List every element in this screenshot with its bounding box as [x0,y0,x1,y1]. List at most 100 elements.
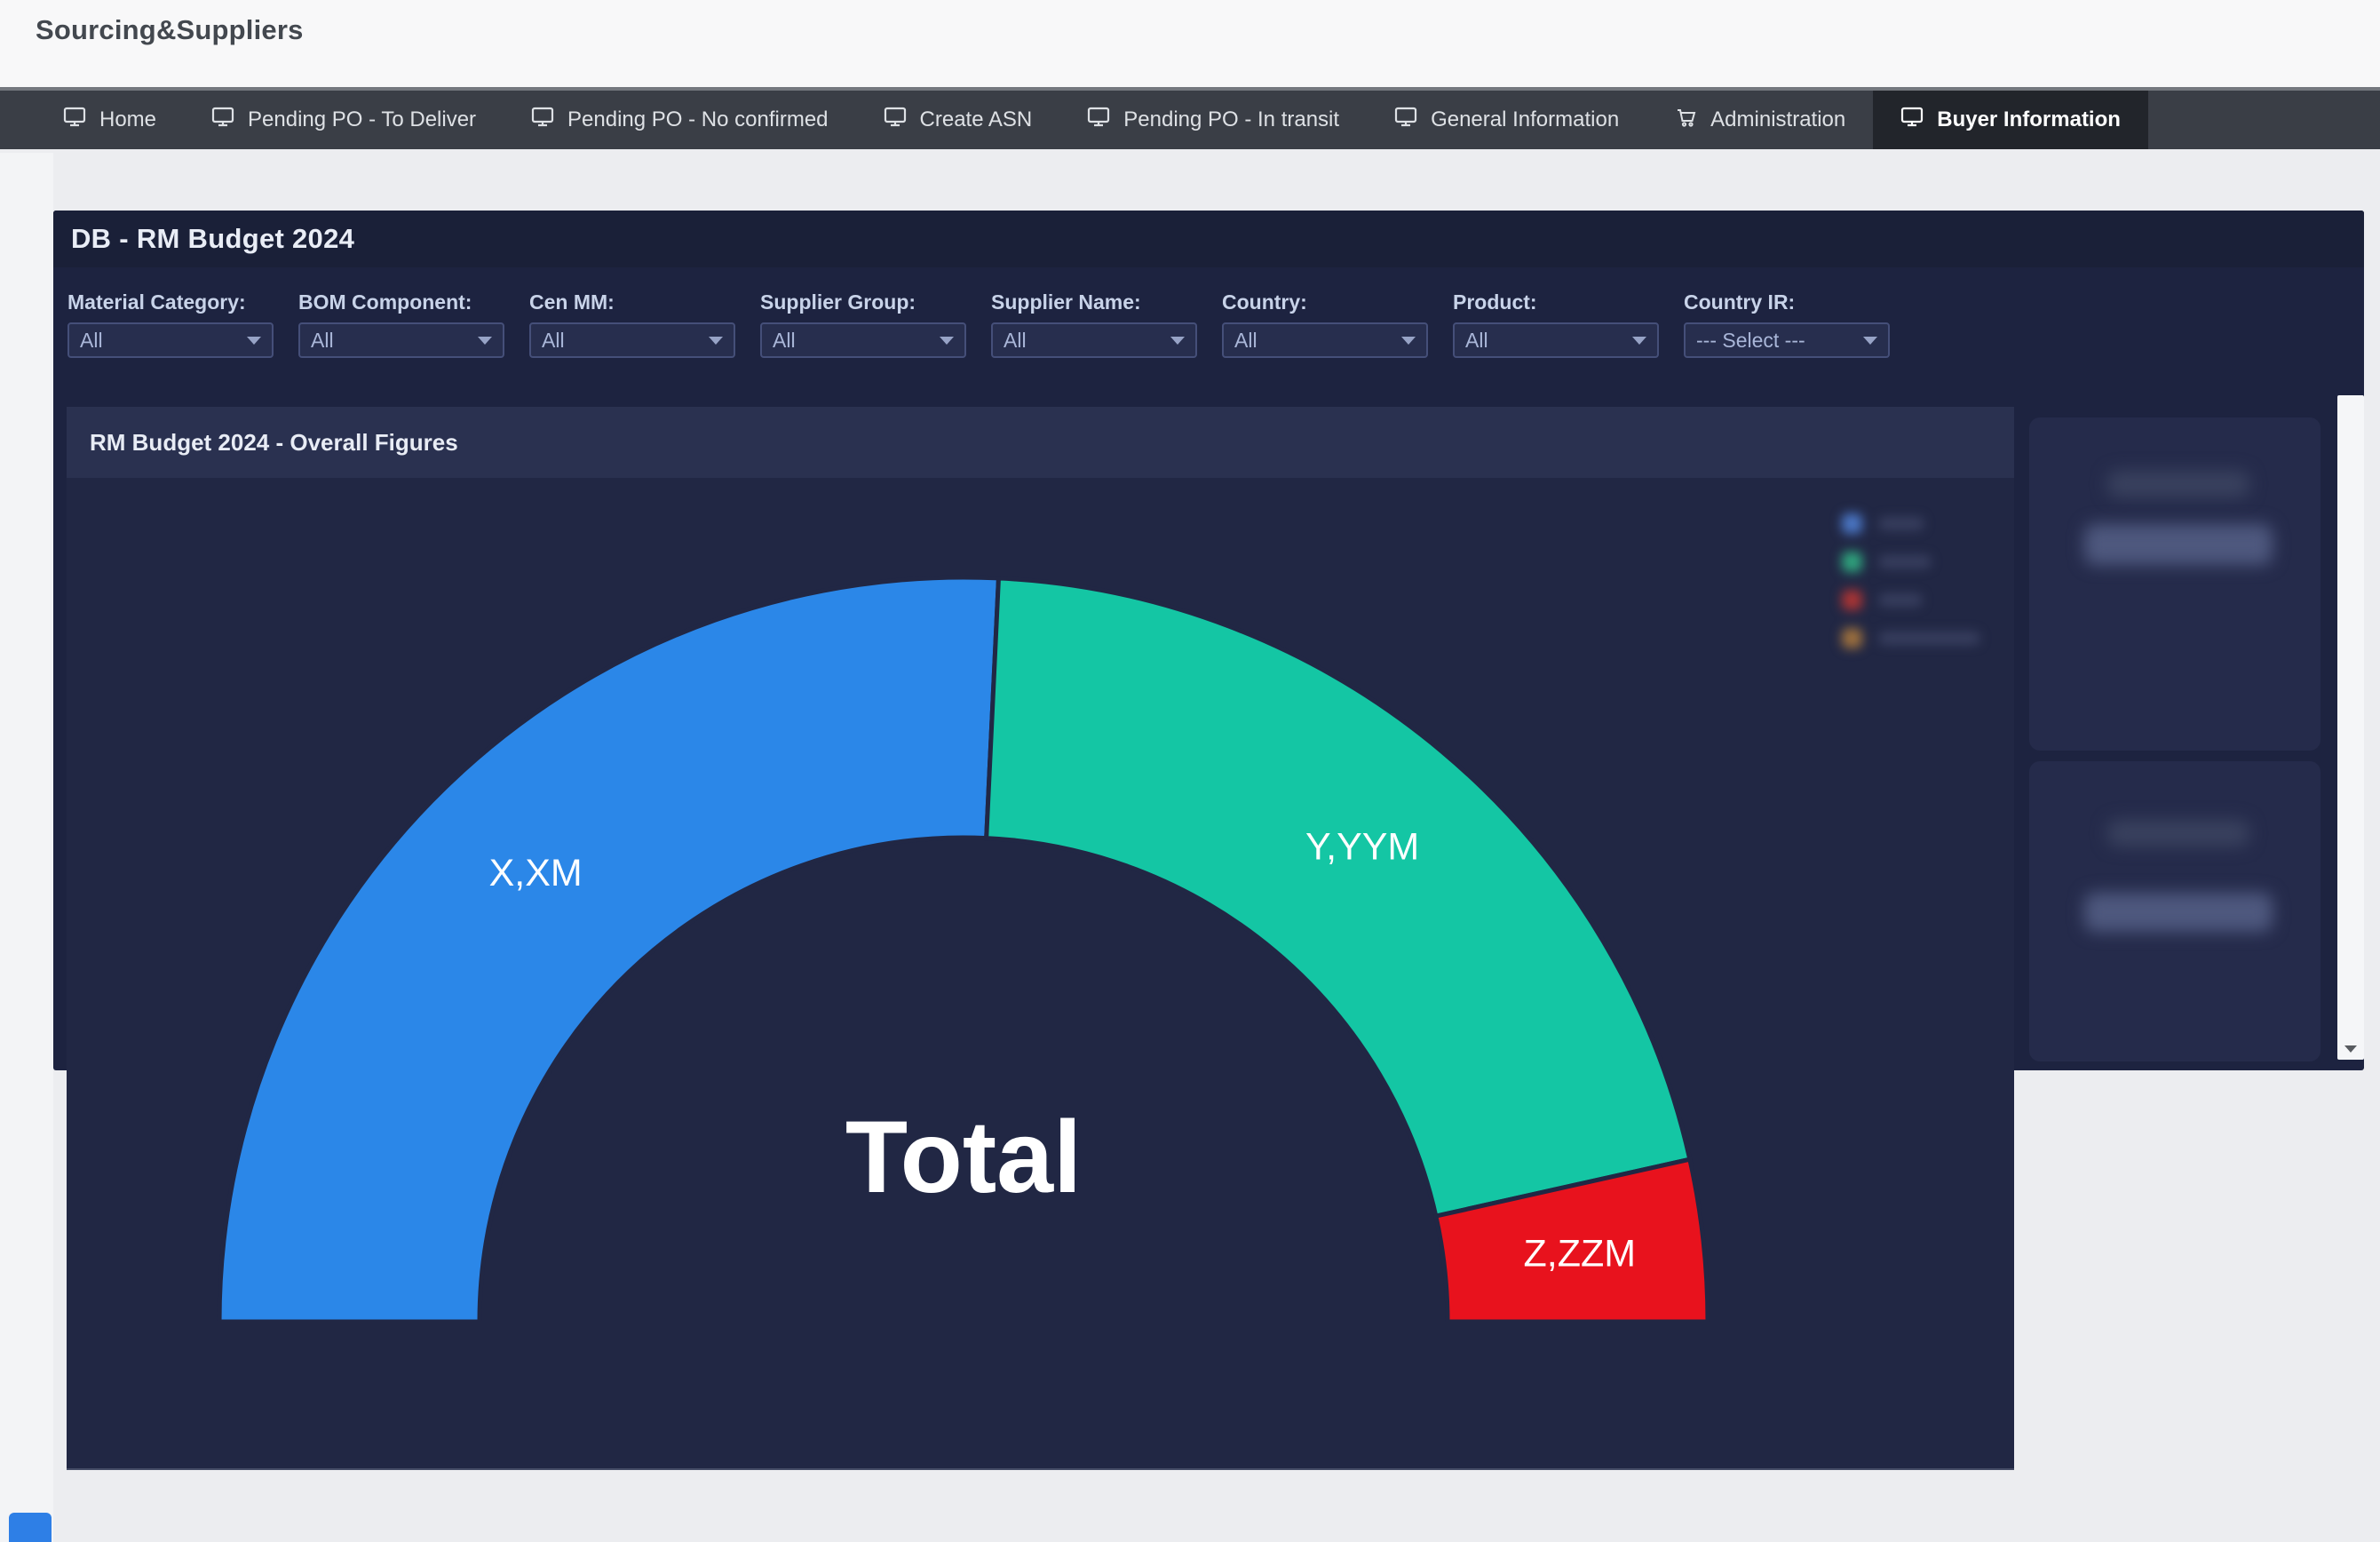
material-category-dropdown[interactable]: All [67,322,274,358]
left-gutter [0,153,53,1542]
chart-panel: RM Budget 2024 - Overall Figures X,XM Y,Y… [67,407,2014,1470]
nav-item-label: Home [99,107,157,131]
country-dropdown[interactable]: All [1222,322,1428,358]
dashboard-titlebar: DB - RM Budget 2024 [53,211,2364,267]
nav-item-label: Pending PO - In transit [1123,107,1340,131]
legend-swatch-icon [1842,590,1862,610]
dropdown-value: All [80,328,103,352]
legend-item-2[interactable] [1842,590,1980,610]
chart-panel-title: RM Budget 2024 - Overall Figures [90,428,458,456]
legend-swatch-icon [1842,552,1862,572]
dropdown-value: All [1004,328,1027,352]
filter-supplier-name: Supplier Name: All [991,290,1197,358]
filter-supplier-group: Supplier Group: All [760,290,966,358]
nav-item-label: Buyer Information [1937,107,2121,131]
filter-label: Supplier Group: [760,290,916,314]
nav-item-label: Pending PO - No confirmed [567,107,829,131]
filter-product: Product: All [1453,290,1659,358]
bottom-left-corner-button[interactable] [9,1513,52,1542]
country-ir-dropdown[interactable]: --- Select --- [1684,322,1890,358]
nav-item-pending-po-to-deliver[interactable]: Pending PO - To Deliver [184,91,504,149]
filter-country-ir: Country IR: --- Select --- [1684,290,1890,358]
filter-material-category: Material Category: All [67,290,274,358]
nav-item-label: General Information [1431,107,1620,131]
chevron-down-icon [940,337,954,345]
half-donut-chart: X,XM Y,YYM Z,ZZM Total [217,575,1710,1324]
nav-item-pending-po-no-confirmed[interactable]: Pending PO - No confirmed [504,91,855,149]
monitor-icon [1900,107,1924,134]
nav-item-buyer-information[interactable]: Buyer Information [1873,91,2148,149]
chart-segment-1[interactable] [984,576,1693,1220]
dropdown-value: All [773,328,796,352]
filter-label: BOM Component: [298,290,472,314]
legend-item-0[interactable] [1842,513,1980,534]
monitor-icon [211,107,234,134]
scroll-down-arrow-icon[interactable] [2344,1045,2357,1053]
segment-value-label: Z,ZZM [1523,1232,1636,1275]
nav-item-label: Pending PO - To Deliver [248,107,477,131]
monitor-icon [531,107,554,134]
chevron-down-icon [478,337,492,345]
nav-item-label: Administration [1710,107,1846,131]
monitor-icon [1087,107,1110,134]
filter-label: Country IR: [1684,290,1796,314]
blurred-label [2107,471,2249,497]
dashboard-title: DB - RM Budget 2024 [71,223,355,254]
nav-item-label: Create ASN [919,107,1033,131]
app-header: Sourcing&Suppliers [0,0,2380,87]
chevron-down-icon [1170,337,1185,345]
segment-value-label: X,XM [489,852,583,894]
dropdown-value: --- Select --- [1696,328,1805,352]
legend-item-3[interactable] [1842,628,1980,648]
navbar: Home Pending PO - To Deliver Pending PO … [0,87,2380,149]
cen-mm-dropdown[interactable]: All [529,322,735,358]
legend-blurred-text [1878,593,1923,607]
nav-item-administration[interactable]: Administration [1646,91,1873,149]
chart-segment-0[interactable] [217,575,1002,1324]
chevron-down-icon [1401,337,1416,345]
chart-segment-2[interactable] [1432,1156,1710,1324]
chart-center-label: Total [845,1101,1082,1214]
filter-label: Material Category: [67,290,246,314]
chart-panel-header: RM Budget 2024 - Overall Figures [67,407,2014,478]
supplier-group-dropdown[interactable]: All [760,322,966,358]
segment-value-label: Y,YYM [1305,826,1419,869]
nav-item-home[interactable]: Home [36,91,184,149]
nav-item-general-information[interactable]: General Information [1367,91,1646,149]
vertical-scrollbar[interactable] [2337,395,2364,1060]
blurred-value [2084,893,2273,932]
legend-blurred-text [1878,517,1924,530]
chart-legend [1842,513,1980,648]
dropdown-value: All [1234,328,1257,352]
monitor-icon [884,107,907,134]
dropdown-value: All [542,328,565,352]
monitor-icon [63,107,86,134]
legend-swatch-icon [1842,513,1862,534]
filter-label: Product: [1453,290,1537,314]
filter-label: Cen MM: [529,290,615,314]
chevron-down-icon [1632,337,1646,345]
legend-swatch-icon [1842,628,1862,648]
dropdown-value: All [311,328,334,352]
filter-label: Country: [1222,290,1307,314]
filters-row: Material Category: All BOM Component: Al… [53,267,2364,358]
bom-component-dropdown[interactable]: All [298,322,504,358]
kpi-panel-top [2029,417,2320,751]
chevron-down-icon [247,337,261,345]
chevron-down-icon [709,337,723,345]
legend-item-1[interactable] [1842,552,1980,572]
supplier-name-dropdown[interactable]: All [991,322,1197,358]
legend-blurred-text [1878,632,1980,645]
nav-item-pending-po-in-transit[interactable]: Pending PO - In transit [1059,91,1367,149]
filter-label: Supplier Name: [991,290,1141,314]
blurred-label [2107,820,2249,847]
blurred-value [2084,524,2273,565]
product-dropdown[interactable]: All [1453,322,1659,358]
kpi-panel-bottom [2029,761,2320,1061]
nav-item-create-asn[interactable]: Create ASN [856,91,1060,149]
filter-country: Country: All [1222,290,1428,358]
filter-bom-component: BOM Component: All [298,290,504,358]
monitor-icon [1394,107,1417,134]
app-title: Sourcing&Suppliers [36,14,304,45]
